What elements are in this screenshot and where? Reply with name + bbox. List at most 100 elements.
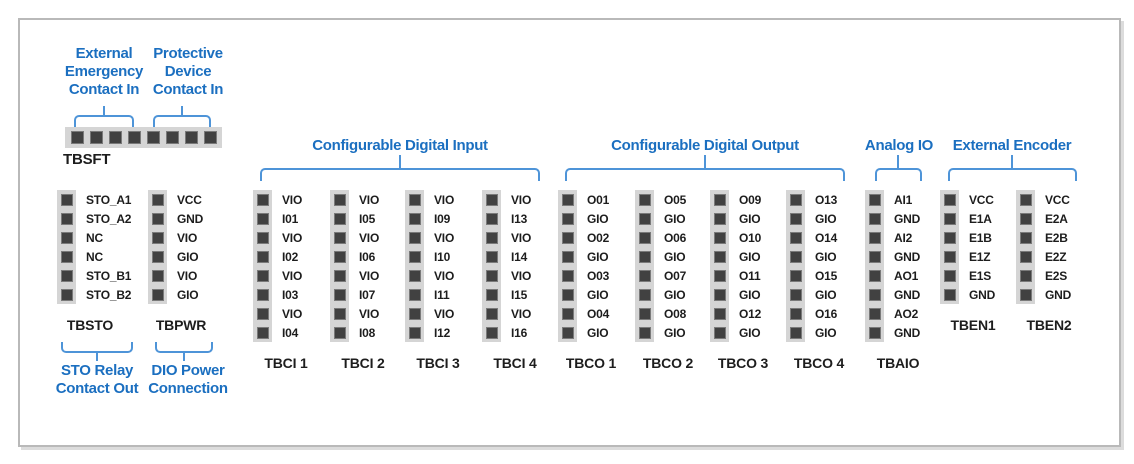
brace-digital-input-icon — [260, 168, 540, 181]
pin-terminal — [710, 266, 729, 285]
pin-label: E2S — [1045, 268, 1068, 283]
pin-label: VIO — [282, 192, 303, 207]
pin-label: I16 — [511, 325, 528, 340]
pin-row: VIO — [330, 190, 396, 209]
pin-square-icon — [789, 269, 802, 282]
pin-square-icon — [485, 193, 498, 206]
block-tbci-1: VIO I01 VIO I02 VIO I03 VIO I04 TBCI 1 — [253, 190, 319, 371]
pin-label: O03 — [587, 268, 610, 283]
pin-terminal — [635, 285, 654, 304]
tbco1-pin-rows: O01 GIO O02 GIO O03 GIO O04 GIO — [558, 190, 624, 342]
pin-square-icon — [868, 212, 881, 225]
pin-row: VIO — [253, 228, 319, 247]
pin-label: VCC — [969, 192, 994, 207]
pin-row: GIO — [710, 209, 776, 228]
pin-label: NC — [86, 249, 103, 264]
block-tbsto: STO_A1 STO_A2 NC NC STO_B1 STO_B2 TBSTO — [57, 190, 131, 333]
pin-terminal — [405, 228, 424, 247]
pin-label: GIO — [664, 249, 686, 264]
pin-label: NC — [86, 230, 103, 245]
pin-square-icon — [868, 326, 881, 339]
pin-terminal — [940, 190, 959, 209]
pin-row: STO_A2 — [57, 209, 131, 228]
block-tbco-4: O13 GIO O14 GIO O15 GIO O16 GIO TBCO 4 — [786, 190, 852, 371]
pin-terminal — [405, 304, 424, 323]
pin-square-icon — [203, 131, 217, 144]
pin-square-icon — [256, 288, 269, 301]
pin-label: STO_B2 — [86, 287, 132, 302]
pin-label: GIO — [815, 249, 837, 264]
callout-line: Connection — [148, 380, 228, 397]
pin-row: E2B — [1016, 228, 1082, 247]
pin-label: GIO — [664, 325, 686, 340]
pin-label: GIO — [815, 211, 837, 226]
pin-terminal — [635, 228, 654, 247]
pin-row: VCC — [940, 190, 1006, 209]
pin-terminal — [148, 209, 167, 228]
pin-row: I09 — [405, 209, 471, 228]
pin-square-icon — [408, 250, 421, 263]
pin-terminal — [253, 190, 272, 209]
pin-terminal — [330, 209, 349, 228]
pin-terminal — [940, 247, 959, 266]
pin-square-icon — [638, 212, 651, 225]
pin-terminal — [405, 209, 424, 228]
brace-stem — [183, 353, 185, 361]
block-tbpwr: VCC GND VIO GIO VIO GIO TBPWR — [148, 190, 214, 333]
tbsto-name: TBSTO — [66, 317, 114, 333]
pin-row: VIO — [482, 266, 548, 285]
pin-label: E2Z — [1045, 249, 1067, 264]
pin-label: I02 — [282, 249, 299, 264]
block-tbci-4: VIO I13 VIO I14 VIO I15 VIO I16 TBCI 4 — [482, 190, 548, 371]
pin-label: E2B — [1045, 230, 1068, 245]
pin-square-icon — [868, 288, 881, 301]
pin-square-icon — [713, 231, 726, 244]
pin-label: VIO — [511, 306, 532, 321]
brace-emergency-contact-icon — [74, 115, 134, 127]
pin-row: O11 — [710, 266, 776, 285]
tbsto-pin-rows: STO_A1 STO_A2 NC NC STO_B1 STO_B2 — [57, 190, 131, 304]
pin-terminal — [1016, 285, 1035, 304]
pin-square-icon — [868, 231, 881, 244]
pin-row: VIO — [482, 190, 548, 209]
pin-terminal — [148, 190, 167, 209]
pin-label: I14 — [511, 249, 528, 264]
pin-label: GND — [177, 211, 204, 226]
pin-terminal — [558, 304, 577, 323]
pin-label: GIO — [177, 287, 199, 302]
pin-square-icon — [408, 269, 421, 282]
pin-label: VCC — [1045, 192, 1070, 207]
pin-terminal — [1016, 266, 1035, 285]
pin-terminal — [710, 247, 729, 266]
pin-row: AI1 — [865, 190, 931, 209]
pin-square-icon — [789, 288, 802, 301]
pin-square-icon — [713, 326, 726, 339]
pin-square-icon — [638, 231, 651, 244]
pin-terminal — [253, 209, 272, 228]
tbci3-name: TBCI 3 — [416, 355, 460, 371]
tbci1-name: TBCI 1 — [264, 355, 308, 371]
pin-row: VIO — [253, 266, 319, 285]
callout-sto-relay-contact-out: STO Relay Contact Out — [47, 362, 147, 398]
pin-square-icon — [151, 231, 164, 244]
pin-label: VIO — [511, 192, 532, 207]
pin-label: I13 — [511, 211, 528, 226]
pin-terminal — [405, 247, 424, 266]
pin-square-icon — [943, 288, 956, 301]
pin-row: VCC — [148, 190, 214, 209]
pin-row: GND — [940, 285, 1006, 304]
callout-protective-device: Protective Device Contact In — [142, 45, 234, 99]
pin-row: AO1 — [865, 266, 931, 285]
callout-line: Device — [164, 63, 212, 80]
pin-terminal — [710, 323, 729, 342]
pin-terminal — [940, 266, 959, 285]
pin-terminal — [1016, 209, 1035, 228]
tbco3-name: TBCO 3 — [717, 355, 769, 371]
pin-row: GIO — [635, 247, 701, 266]
pin-square-icon — [333, 212, 346, 225]
pin-row: VCC — [1016, 190, 1082, 209]
pin-terminal — [865, 266, 884, 285]
block-tbci-3: VIO I09 VIO I10 VIO I11 VIO I12 TBCI 3 — [405, 190, 471, 371]
brace-stem — [181, 106, 183, 116]
pin-square-icon — [151, 212, 164, 225]
